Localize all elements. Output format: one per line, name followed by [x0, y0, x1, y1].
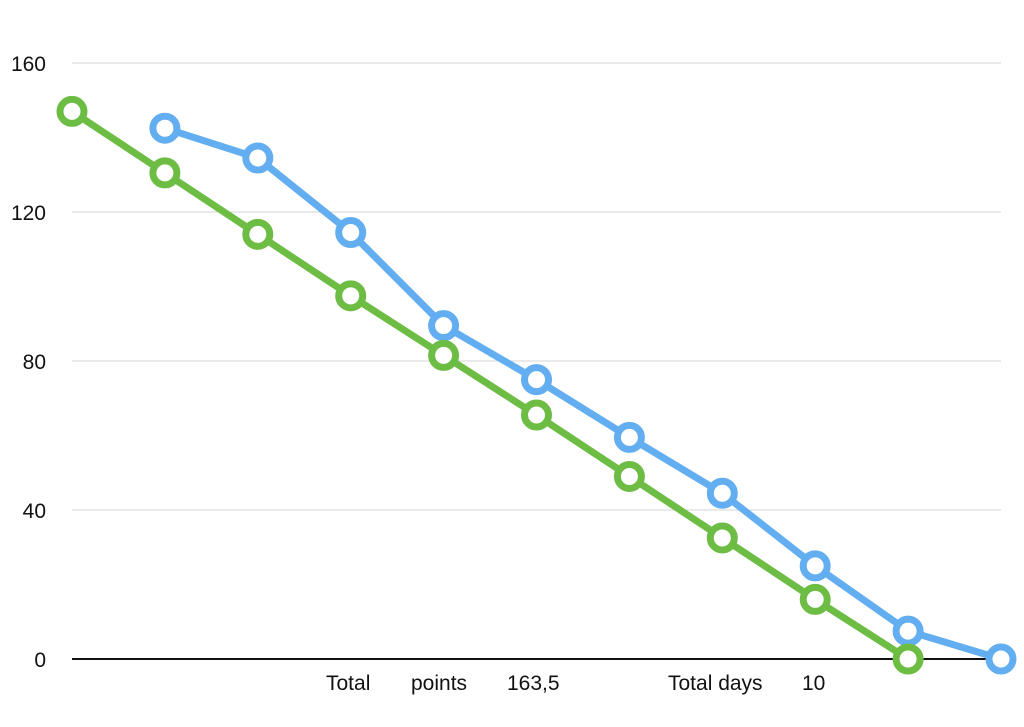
data-point-series-1 [799, 550, 831, 582]
data-point-series-1 [985, 643, 1017, 675]
data-point-series-2 [428, 339, 460, 371]
series-layer [56, 95, 1017, 675]
series-line-1 [161, 124, 1005, 663]
data-point-series-1 [706, 477, 738, 509]
footer-points-value: 163,5 [507, 672, 560, 695]
data-point-series-1 [613, 421, 645, 453]
footer-total-label: Total [326, 672, 371, 695]
series-line-2 [68, 107, 912, 663]
data-point-series-2 [242, 218, 274, 250]
footer-points-label: points [411, 672, 468, 695]
footer-days-value: 10 [802, 672, 826, 695]
y-tick-label: 120 [11, 202, 46, 225]
data-point-series-2 [521, 399, 552, 431]
data-point-series-2 [613, 460, 645, 492]
data-point-series-1 [242, 142, 274, 174]
y-tick-label: 0 [34, 649, 46, 672]
data-point-series-2 [335, 280, 367, 312]
y-tick-label: 40 [23, 500, 46, 523]
grid-layer [72, 62, 1001, 660]
data-point-series-2 [892, 643, 924, 675]
data-point-series-1 [335, 216, 367, 248]
data-point-series-2 [706, 522, 738, 554]
y-tick-label: 160 [11, 53, 46, 76]
y-tick-label: 80 [23, 351, 46, 374]
data-point-series-1 [149, 112, 181, 144]
data-point-series-1 [892, 615, 924, 647]
footer-days-label: Total days [668, 672, 763, 695]
data-point-series-1 [521, 364, 552, 396]
data-point-series-2 [56, 95, 88, 127]
data-point-series-2 [799, 583, 831, 615]
data-point-series-1 [428, 310, 460, 342]
data-point-series-2 [149, 157, 181, 189]
y-axis-ticks: 0 40 80 120 160 [11, 53, 46, 672]
